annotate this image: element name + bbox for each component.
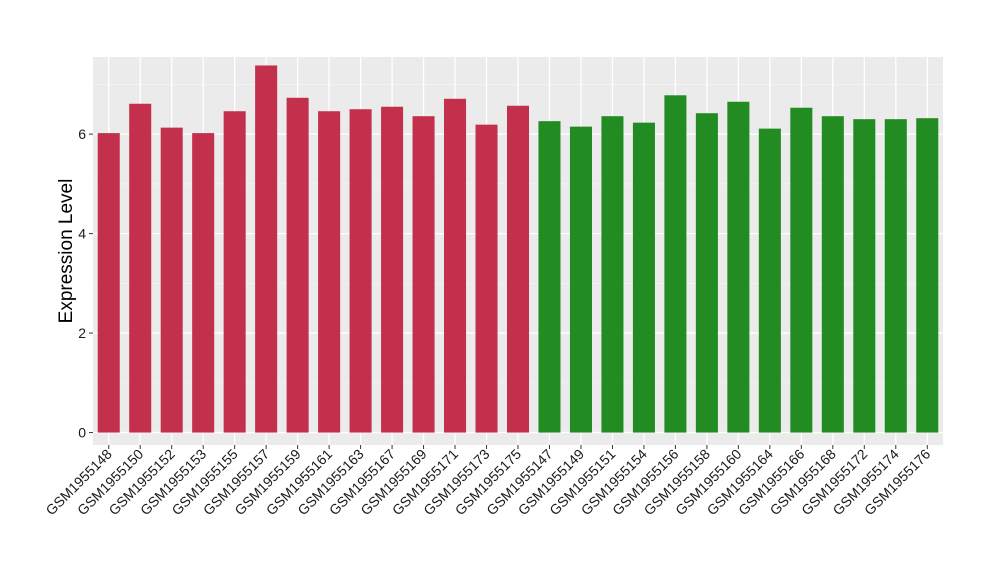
- y-axis: 0 2 4 6: [78, 126, 93, 441]
- bar-GSM1955147: [538, 121, 561, 433]
- bar-GSM1955159: [286, 97, 309, 433]
- bar-GSM1955174: [884, 119, 907, 433]
- y-tick-label: 6: [78, 126, 86, 142]
- y-tick-label: 2: [78, 325, 86, 341]
- bar-GSM1955156: [664, 95, 687, 433]
- y-tick-label: 0: [78, 425, 86, 441]
- bar-GSM1955155: [223, 111, 246, 433]
- bar-GSM1955160: [727, 101, 750, 433]
- bar-GSM1955148: [97, 133, 120, 433]
- bar-GSM1955161: [318, 111, 341, 433]
- bar-GSM1955163: [349, 109, 372, 433]
- y-axis-title: Expression Level: [56, 179, 77, 324]
- bar-GSM1955171: [444, 98, 467, 433]
- bar-GSM1955173: [475, 124, 498, 433]
- bar-GSM1955167: [381, 106, 404, 433]
- bar-GSM1955157: [255, 65, 278, 433]
- bar-GSM1955176: [916, 118, 939, 433]
- bars: [97, 65, 939, 433]
- bar-GSM1955149: [569, 126, 592, 433]
- bar-GSM1955166: [790, 107, 813, 433]
- y-tick-label: 4: [78, 226, 86, 242]
- bar-GSM1955175: [506, 105, 530, 433]
- bar-GSM1955172: [853, 119, 876, 433]
- bar-GSM1955168: [821, 116, 844, 433]
- bar-GSM1955150: [129, 103, 152, 433]
- bar-GSM1955158: [695, 113, 718, 433]
- bar-GSM1955152: [160, 127, 183, 433]
- bar-GSM1955151: [601, 116, 624, 433]
- bar-GSM1955169: [412, 116, 435, 433]
- bar-GSM1955153: [192, 133, 215, 433]
- bar-GSM1955164: [758, 128, 781, 433]
- bar-GSM1955154: [632, 122, 655, 433]
- x-axis: GSM1955148GSM1955150GSM1955152GSM1955153…: [42, 445, 934, 518]
